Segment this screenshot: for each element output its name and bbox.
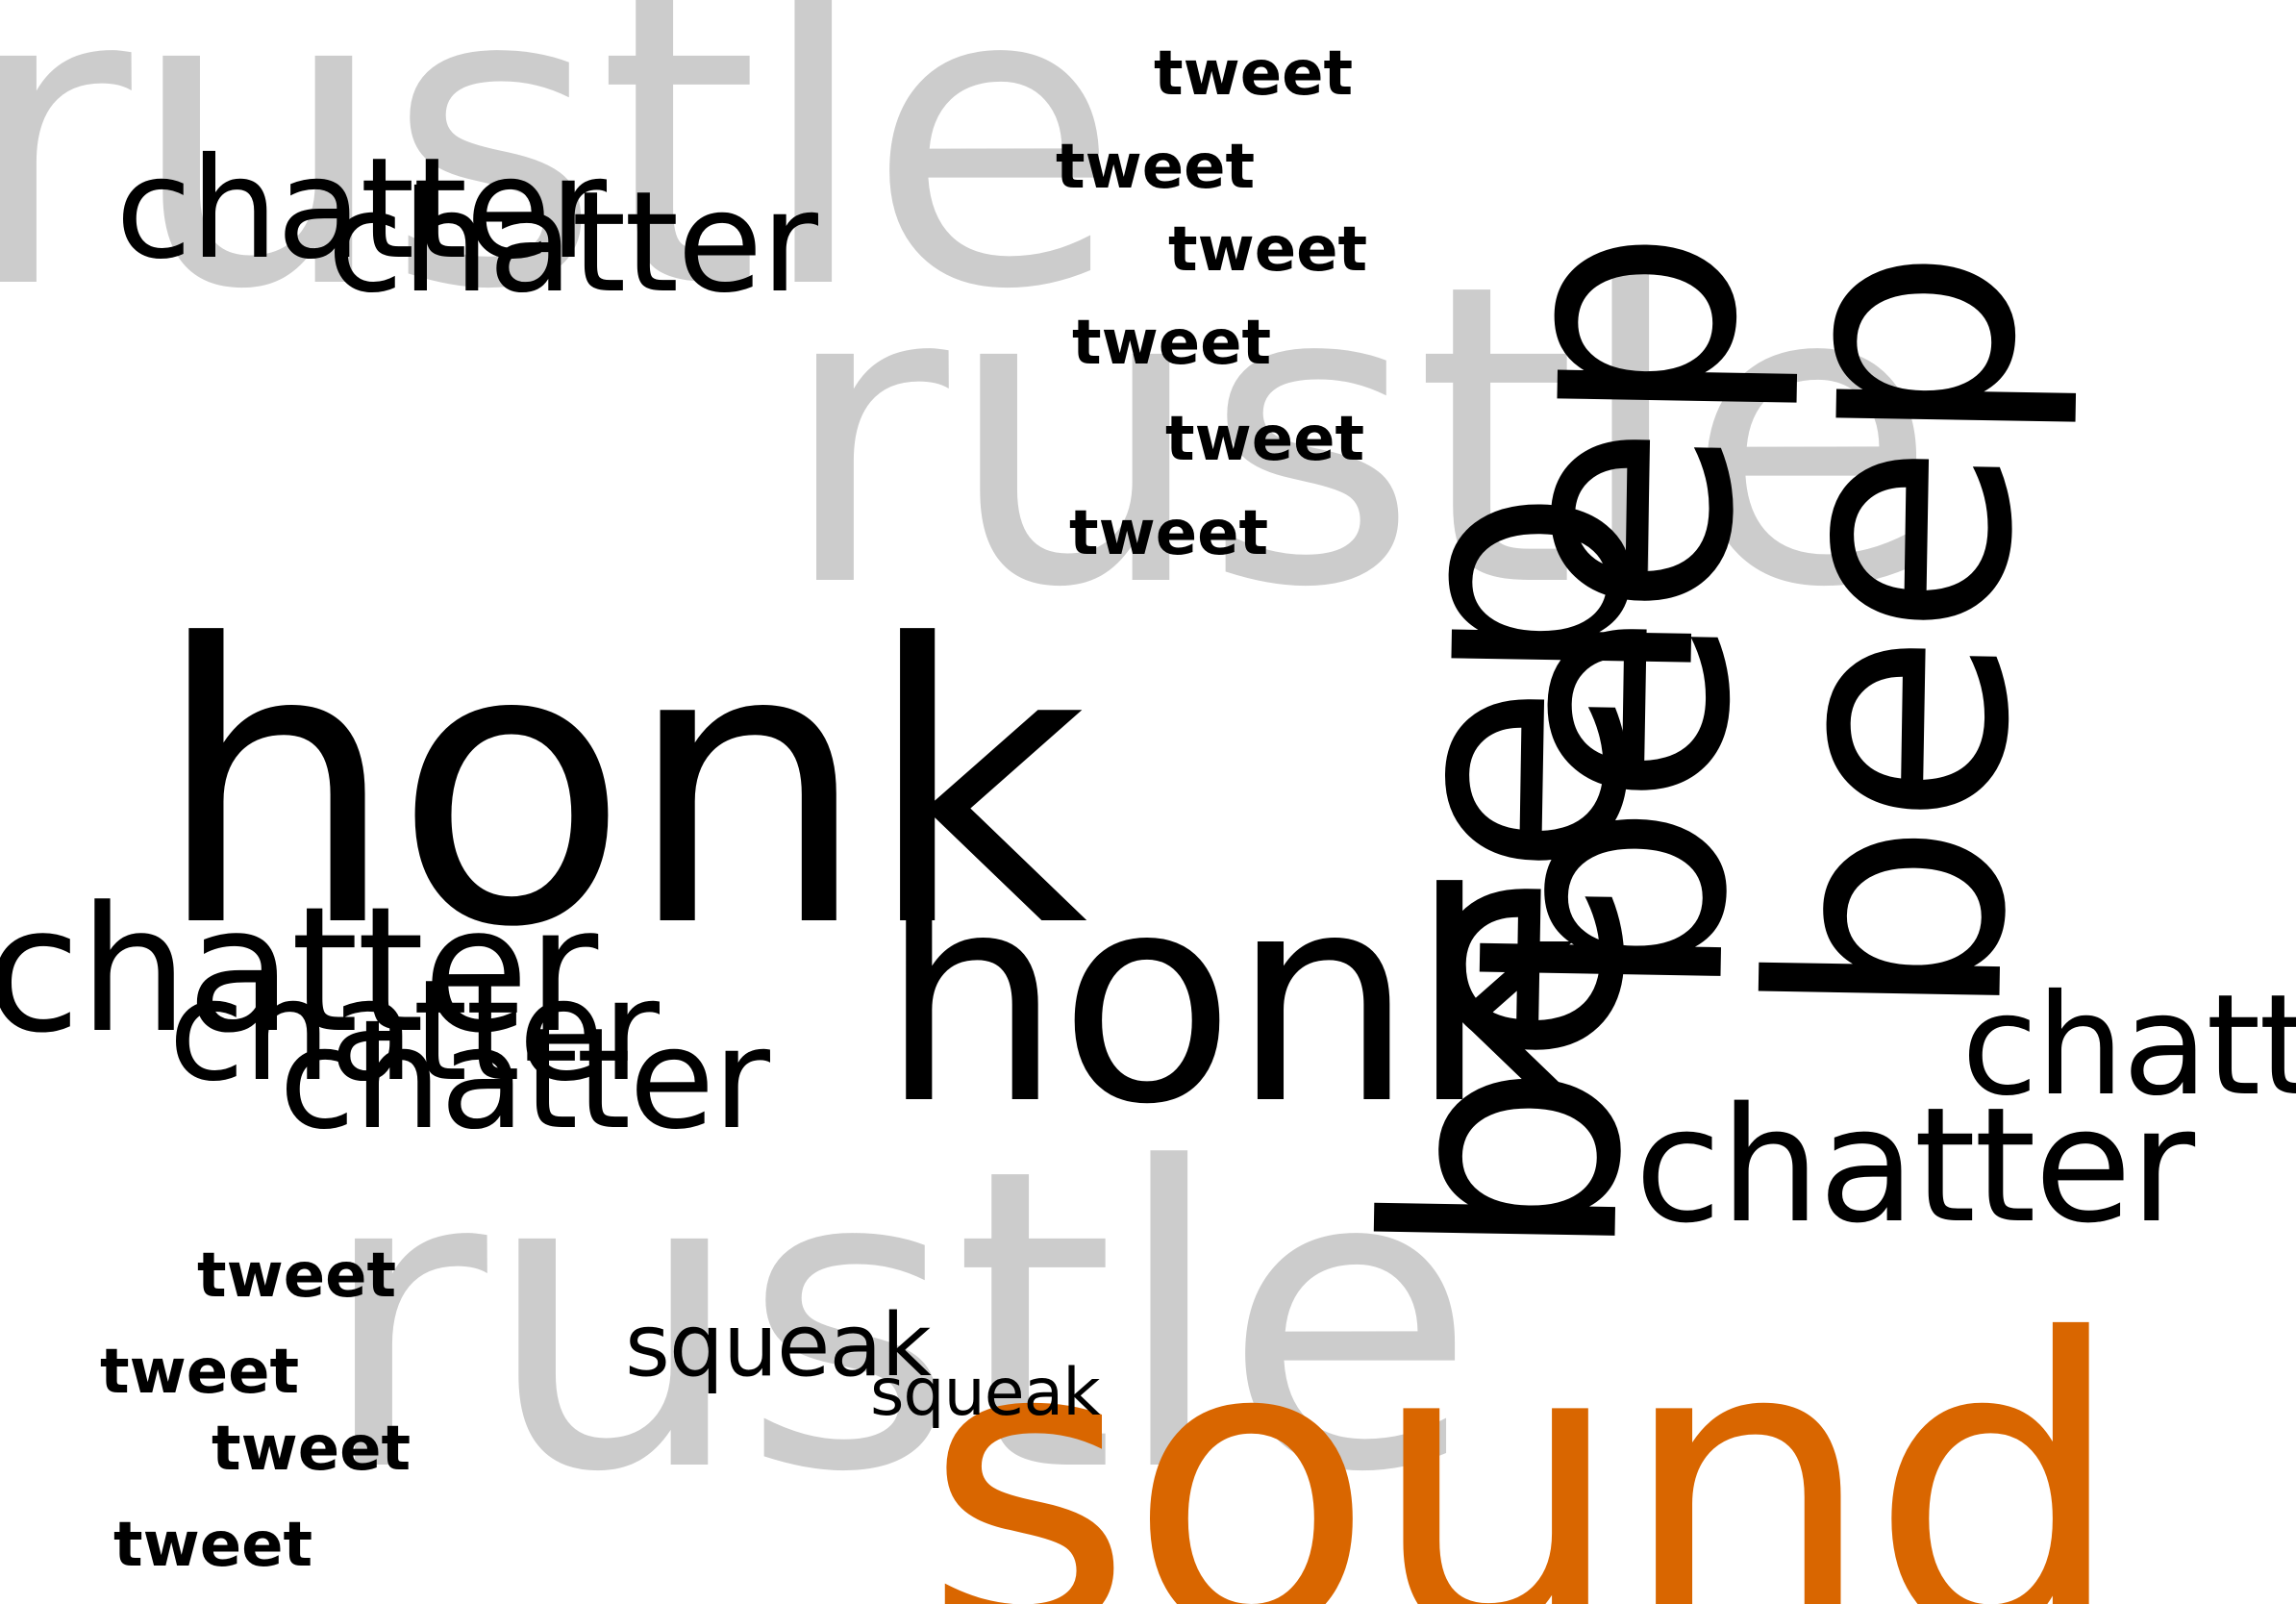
squeak-word-1: squeak xyxy=(625,1295,932,1396)
tweet-word-9: tweet xyxy=(212,1414,412,1485)
honk-word-1: honk xyxy=(154,564,1087,1012)
tweet-word-4: tweet xyxy=(1072,308,1272,379)
tweet-word-5: tweet xyxy=(1165,404,1365,475)
chatter-word-6: chatter xyxy=(1961,965,2296,1127)
tweet-word-7: tweet xyxy=(197,1241,397,1312)
rustle-word-middle: rustle xyxy=(779,197,1938,678)
honk-word-2: honk xyxy=(880,832,1578,1167)
chatter-word-4: chatter xyxy=(168,950,660,1113)
chatter-word-7: chatter xyxy=(1635,1073,2195,1258)
tweet-word-8: tweet xyxy=(100,1337,300,1408)
tweet-word-6: tweet xyxy=(1069,498,1269,569)
squeak-word-2: squeak xyxy=(870,1355,1101,1431)
tweet-word-10: tweet xyxy=(113,1510,313,1581)
rustle-word-bottom: rustle xyxy=(317,1082,1477,1563)
chatter-word-1: chatter xyxy=(115,128,607,290)
chatter-word-2: chatter xyxy=(327,162,818,324)
beep-word-2: beep xyxy=(1705,248,2087,1026)
tweet-word-2: tweet xyxy=(1056,132,1256,203)
sound-word: sound xyxy=(923,1255,2126,1604)
rustle-word-top: rustle xyxy=(0,0,1121,380)
chatter-word-5: chatter xyxy=(279,998,770,1161)
tweet-word-3: tweet xyxy=(1168,214,1368,286)
chatter-word-3: chatter xyxy=(0,870,598,1071)
tweet-word-1: tweet xyxy=(1154,38,1354,110)
